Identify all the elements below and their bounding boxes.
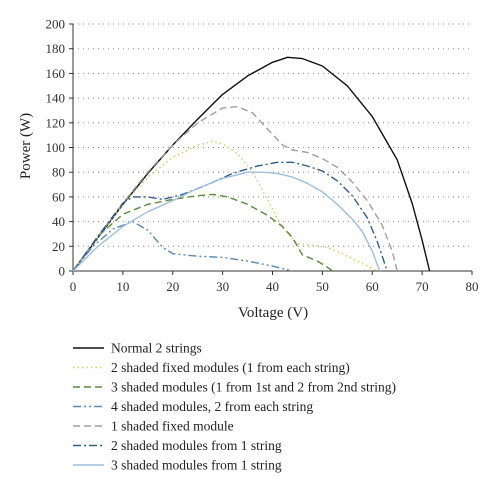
- x-tick-label-0: 0: [70, 279, 77, 294]
- x-tick-label-10: 10: [116, 279, 129, 294]
- legend-label-6: 2 shaded modules from 1 string: [111, 438, 282, 453]
- legend-label-2: 2 shaded fixed modules (1 from each stri…: [111, 360, 350, 375]
- legend-label-5: 1 shaded fixed module: [111, 419, 234, 434]
- x-tick-label-20: 20: [166, 279, 179, 294]
- series-line-1: [72, 56, 431, 272]
- series-line-3: [72, 193, 333, 272]
- series-lines: [72, 56, 431, 272]
- tick-labels: 0 10 20 30 40 50 60 70 80 0 20 40 60 80 100 120 140 160 18…: [46, 17, 479, 295]
- x-tick-label-40: 40: [266, 279, 279, 294]
- series-line-4: [72, 220, 293, 272]
- legend: Normal 2 strings 2 shaded fixed modules (…: [73, 341, 396, 473]
- legend-label-4: 4 shaded modules, 2 from each string: [111, 399, 313, 414]
- y-tick-label-0: 0: [59, 264, 66, 279]
- x-tick-label-60: 60: [366, 279, 379, 294]
- legend-label-1: Normal 2 strings: [111, 341, 202, 356]
- legend-label-7: 3 shaded modules from 1 string: [111, 458, 282, 473]
- y-tick-label-160: 160: [46, 66, 66, 81]
- y-tick-label-100: 100: [46, 140, 66, 155]
- y-tick-label-180: 180: [46, 41, 66, 56]
- gridlines: [73, 23, 472, 247]
- legend-label-3: 3 shaded modules (1 from 1st and 2 from …: [111, 380, 396, 395]
- series-line-7: [72, 171, 381, 272]
- x-tick-label-50: 50: [316, 279, 329, 294]
- y-tick-label-120: 120: [46, 115, 66, 130]
- y-tick-label-80: 80: [52, 165, 65, 180]
- y-tick-label-40: 40: [52, 214, 65, 229]
- x-tick-label-80: 80: [466, 279, 479, 294]
- y-tick-label-20: 20: [52, 239, 65, 254]
- series-line-5: [72, 106, 398, 272]
- series-line-6: [72, 161, 388, 272]
- y-axis-title: Power (W): [18, 113, 34, 179]
- series-line-2: [72, 140, 378, 272]
- y-tick-label-60: 60: [52, 189, 65, 204]
- x-axis-title: Voltage (V): [238, 305, 308, 321]
- axes: [69, 23, 473, 275]
- y-tick-label-140: 140: [46, 91, 66, 106]
- y-tick-label-200: 200: [46, 17, 66, 32]
- x-tick-label-70: 70: [416, 279, 429, 294]
- x-tick-label-30: 30: [216, 279, 229, 294]
